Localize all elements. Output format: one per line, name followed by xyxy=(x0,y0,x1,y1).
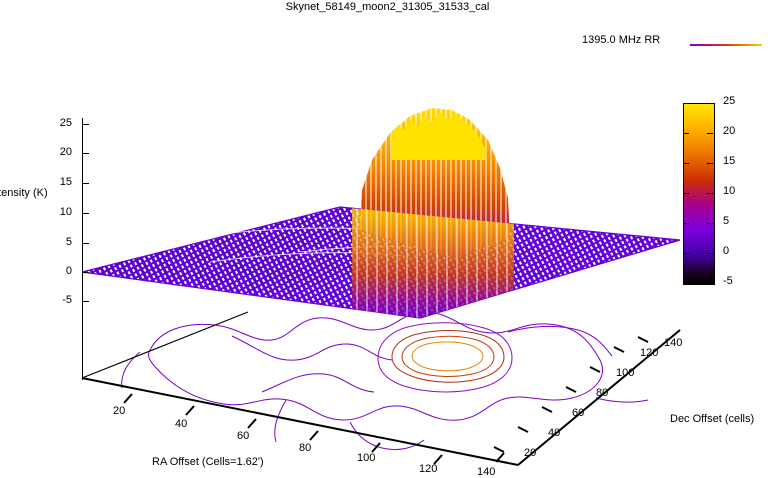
z-ticklabel-20: 20 xyxy=(59,146,72,158)
cb-tick-5-right xyxy=(707,223,713,224)
x-ticklabel-20: 20 xyxy=(113,405,126,417)
cb-tick-20-right xyxy=(707,133,713,134)
cb-tick-25 xyxy=(683,103,689,104)
peak-crest xyxy=(392,113,486,160)
page-title: Skynet_58149_moon2_31305_31533_cal xyxy=(285,1,490,13)
z-ticklabel-0: 0 xyxy=(65,265,72,277)
z-tick-25 xyxy=(82,124,89,125)
x-ticklabel-40: 40 xyxy=(175,418,188,430)
y-axis-line xyxy=(517,329,681,466)
cb-ticklabel-5: 5 xyxy=(723,215,730,227)
cb-tick-minus5 xyxy=(683,283,689,284)
y-ticklabel-140: 140 xyxy=(664,337,683,349)
x-axis-ticks xyxy=(123,393,505,465)
base-plane-axes xyxy=(81,311,681,466)
y-ticklabel-60: 60 xyxy=(572,407,585,419)
cb-tick-0 xyxy=(683,253,689,254)
cb-ticklabel-25: 25 xyxy=(723,95,736,107)
z-tick-5 xyxy=(82,243,89,244)
cb-tick-15-right xyxy=(707,163,713,164)
x-axis-title: RA Offset (Cells=1.62') xyxy=(152,456,264,468)
legend-label: 1395.0 MHz RR xyxy=(582,34,661,46)
x-ticklabel-60: 60 xyxy=(237,430,250,442)
z-tick-20 xyxy=(82,153,89,154)
cb-tick-10-right xyxy=(707,193,713,194)
z-tick-0 xyxy=(82,272,89,273)
z-ticklabel-10: 10 xyxy=(59,206,72,218)
y-ticklabel-40: 40 xyxy=(548,427,561,439)
cb-tick-10 xyxy=(683,193,689,194)
cb-ticklabel-10: 10 xyxy=(723,185,736,197)
z-ticklabel-5: 5 xyxy=(65,236,72,248)
x-ticklabel-100: 100 xyxy=(357,452,376,464)
y-ticklabel-80: 80 xyxy=(596,387,609,399)
y-axis-ticks xyxy=(493,336,649,453)
cb-ticklabel-15: 15 xyxy=(723,155,736,167)
x-ticklabel-80: 80 xyxy=(299,442,312,454)
z-tick-minus5 xyxy=(82,301,89,302)
y-ticklabel-20: 20 xyxy=(524,447,537,459)
cb-tick-25-right xyxy=(707,103,713,104)
z-ticklabel-minus5: -5 xyxy=(62,294,72,306)
y-ticklabel-120: 120 xyxy=(640,347,659,359)
z-axis-line xyxy=(82,118,83,380)
cb-ticklabel-minus5: -5 xyxy=(723,275,733,287)
z-tick-15 xyxy=(82,183,89,184)
colorbar xyxy=(683,103,715,285)
y-axis-title: Dec Offset (cells) xyxy=(670,413,755,425)
x-ticklabel-120: 120 xyxy=(419,463,438,475)
cb-ticklabel-0: 0 xyxy=(723,245,730,257)
x-ticklabel-140: 140 xyxy=(477,466,496,478)
y-ticklabel-100: 100 xyxy=(616,367,635,379)
z-tick-10 xyxy=(82,213,89,214)
z-axis-title: ntensity (K) xyxy=(0,187,48,199)
z-ticklabel-15: 15 xyxy=(59,176,72,188)
contour-projection xyxy=(121,311,649,451)
cb-tick-20 xyxy=(683,133,689,134)
cb-ticklabel-20: 20 xyxy=(723,125,736,137)
cb-tick-5 xyxy=(683,223,689,224)
cb-tick-15 xyxy=(683,163,689,164)
cb-tick-0-right xyxy=(707,253,713,254)
z-ticklabel-25: 25 xyxy=(59,117,72,129)
legend-line-sample xyxy=(690,44,762,46)
x-axis-line xyxy=(81,377,519,466)
